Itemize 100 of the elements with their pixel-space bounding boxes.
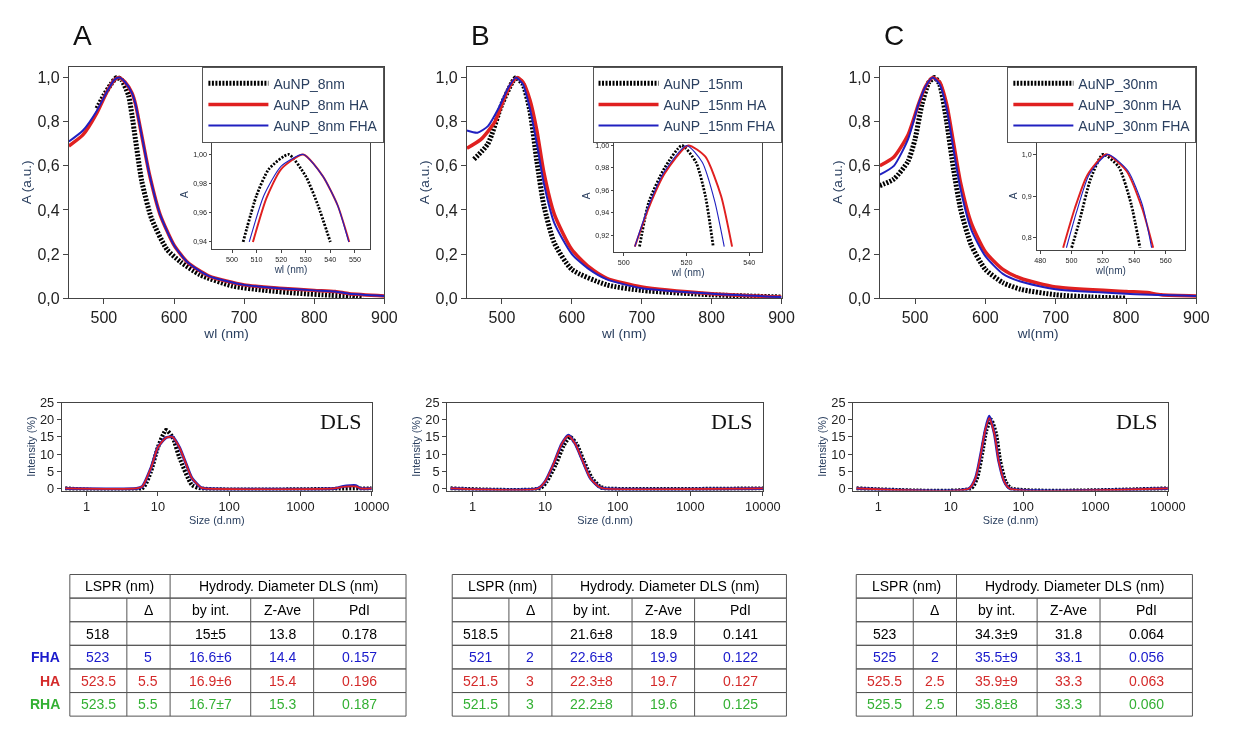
y-tick-label: 0,4 (435, 201, 458, 219)
x-tick-label: 500 (901, 309, 929, 327)
y-tick-label: 0,0 (37, 289, 60, 307)
text: LSPR (nm) (85, 578, 155, 594)
text: Z-Ave (1050, 602, 1088, 618)
y-tick-label: 20 (39, 412, 55, 428)
text: 0.063 (1129, 673, 1165, 689)
text: 523.5 (81, 696, 117, 712)
y-axis-title: A (1007, 192, 1019, 200)
legend-label: AuNP_15nm FHA (663, 118, 776, 135)
text: 15.4 (269, 673, 297, 689)
text: Z-Ave (264, 602, 302, 618)
x-tick-label: 600 (160, 309, 188, 327)
x-tick-label: 1000 (286, 499, 315, 515)
x-tick-label: 900 (1183, 309, 1210, 327)
text: 2.5 (925, 696, 945, 712)
text: 31.8 (1055, 626, 1083, 642)
text: LSPR (nm) (468, 578, 538, 594)
x-tick-label: 800 (300, 309, 328, 327)
x-tick-label: 1 (468, 499, 477, 515)
y-tick-label: 0,6 (848, 157, 871, 175)
text: 523.5 (81, 673, 117, 689)
y-tick-label: 25 (39, 395, 55, 411)
text: 13.8 (269, 626, 297, 642)
x-tick-label: 600 (558, 309, 586, 327)
y-tick-label: 10 (831, 446, 846, 462)
text: 2 (931, 649, 939, 665)
x-tick-label: 800 (1112, 309, 1140, 327)
y-tick-label: 15 (425, 429, 440, 445)
text: 16.7±7 (189, 696, 232, 712)
text: 19.9 (650, 649, 678, 665)
category-label: HA (40, 673, 61, 689)
text: 0.141 (723, 626, 759, 642)
text: 22.2±8 (570, 696, 613, 712)
x-tick-label: 700 (230, 309, 258, 327)
text: 5 (144, 649, 152, 665)
x-tick-label: 100 (606, 499, 629, 515)
y-tick-label: 0,8 (435, 113, 458, 131)
x-tick-label: 900 (371, 309, 398, 327)
x-axis-title: Size (d.nm) (577, 514, 633, 527)
text: Δ (930, 602, 940, 618)
x-tick-label: 1000 (1081, 499, 1110, 515)
y-tick-label: 15 (39, 429, 55, 445)
text: 525.5 (867, 696, 903, 712)
y-axis-title: A (a.u.) (830, 160, 846, 205)
annotation: DLS (1116, 409, 1158, 434)
text: 5.5 (138, 696, 158, 712)
text: 35.8±8 (975, 696, 1018, 712)
x-axis-title: wl (nm) (203, 326, 249, 342)
y-tick-label: 0 (838, 480, 846, 496)
y-axis-title: A (581, 192, 593, 200)
text: 16.6±6 (189, 649, 232, 665)
y-tick-label: 20 (425, 412, 440, 428)
x-tick-label: 900 (768, 309, 795, 327)
y-tick-label: 0,0 (848, 289, 871, 307)
text: Hydrody. Diameter DLS (nm) (580, 578, 760, 594)
y-axis-title: A (a.u.) (417, 160, 433, 205)
text: Δ (144, 602, 154, 618)
text: 521.5 (463, 673, 499, 689)
y-tick-label: 0,4 (848, 201, 871, 219)
text: 14.4 (269, 649, 297, 665)
legend-label: AuNP_8nm FHA (273, 118, 378, 135)
y-tick-label: 0 (47, 480, 55, 496)
text: 0.187 (342, 696, 378, 712)
legend-label: AuNP_15nm HA (663, 96, 767, 113)
y-tick-label: 0,2 (435, 245, 458, 263)
text: PdI (730, 602, 752, 618)
text: 22.3±8 (570, 673, 613, 689)
text: by int. (573, 602, 611, 618)
y-tick-label: 0,2 (37, 245, 60, 263)
y-tick-label: 0,8 (37, 113, 60, 131)
y-tick-label: 1,0 (435, 69, 458, 87)
x-tick-label: 100 (218, 499, 240, 515)
text: 0.178 (342, 626, 378, 642)
x-tick-label: 1000 (676, 499, 705, 515)
text: PdI (1136, 602, 1158, 618)
text: 0.157 (342, 649, 378, 665)
text: 0.060 (1129, 696, 1165, 712)
text: 3 (526, 673, 534, 689)
y-tick-label: 10 (425, 446, 440, 462)
text: 15.3 (269, 696, 297, 712)
x-tick-label: 800 (698, 309, 726, 327)
y-tick-label: 25 (425, 395, 440, 411)
text: 0.122 (723, 649, 759, 665)
annotation: DLS (711, 409, 753, 434)
x-axis-title: wl (nm) (600, 326, 647, 342)
x-tick-label: 500 (488, 309, 516, 327)
text: 521 (469, 649, 493, 665)
text: 523 (873, 626, 897, 642)
x-axis-title: Size (d.nm) (189, 514, 245, 527)
text: 0.125 (723, 696, 759, 712)
x-tick-label: 10 (150, 499, 166, 515)
x-axis-title: wl(nm) (1094, 264, 1126, 276)
y-tick-label: 5 (47, 463, 55, 479)
legend-label: AuNP_30nm (1078, 75, 1158, 92)
x-tick-label: 100 (1012, 499, 1034, 515)
x-tick-label: 700 (628, 309, 656, 327)
text: 18.9 (650, 626, 678, 642)
text: LSPR (nm) (872, 578, 942, 594)
chart-title: A (73, 20, 92, 51)
